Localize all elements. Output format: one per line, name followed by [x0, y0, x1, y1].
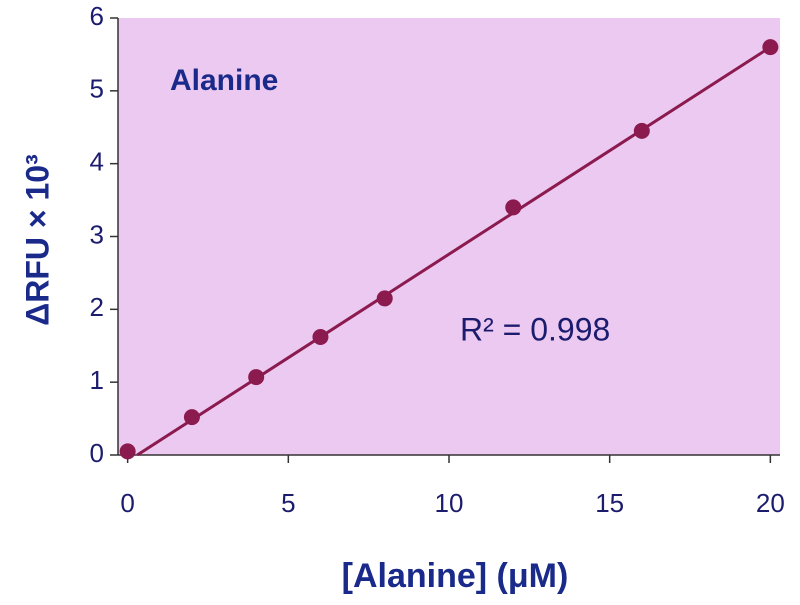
- y-tick-label: 3: [90, 219, 104, 249]
- data-point: [762, 39, 779, 56]
- data-point: [633, 122, 650, 139]
- chart-title: Alanine: [170, 64, 278, 97]
- data-point: [312, 329, 329, 346]
- data-point: [248, 369, 265, 386]
- y-tick-label: 5: [90, 74, 104, 104]
- data-point: [183, 409, 200, 426]
- y-tick-label: 6: [90, 1, 104, 31]
- x-tick-label: 15: [595, 488, 624, 518]
- x-tick-label: 10: [435, 488, 464, 518]
- x-tick-label: 5: [281, 488, 295, 518]
- x-axis-label: [Alanine] (μM): [342, 557, 569, 595]
- y-tick-label: 4: [90, 147, 104, 177]
- y-tick-label: 1: [90, 365, 104, 395]
- x-tick-label: 20: [756, 488, 785, 518]
- y-axis-label: ΔRFU × 10³: [19, 154, 55, 325]
- data-point: [505, 199, 522, 216]
- y-tick-label: 0: [90, 438, 104, 468]
- annotation: R² = 0.998: [460, 311, 610, 347]
- fit-line: [136, 45, 772, 457]
- y-tick-label: 2: [90, 292, 104, 322]
- plot-area: [118, 18, 780, 455]
- data-point: [376, 290, 393, 307]
- data-point: [119, 443, 136, 460]
- x-tick-label: 0: [120, 488, 134, 518]
